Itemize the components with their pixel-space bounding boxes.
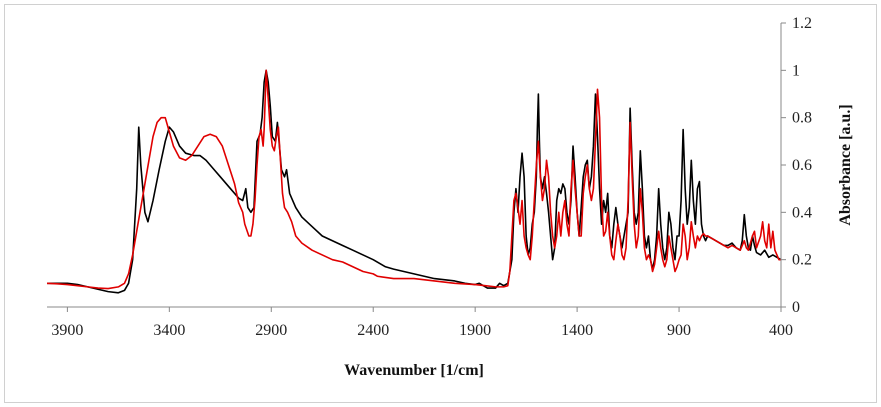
x-tick-label: 2400	[357, 322, 389, 339]
chart-svg: 3900 3400 2900 2400 1900 1400 900 400 0 0.2 0.4 0.6…	[46, 15, 854, 379]
x-tick-label: 2900	[255, 322, 287, 339]
x-tick-label: 400	[769, 322, 793, 339]
x-tick-label: 3900	[51, 322, 83, 339]
y-axis-title: Absorbance [a.u.]	[837, 104, 854, 225]
y-tick-label: 0	[792, 299, 800, 316]
y-tick-label: 0.2	[792, 252, 812, 269]
y-tick-label: 1	[792, 62, 800, 79]
x-tick-label: 1900	[459, 322, 491, 339]
x-tick-label: 1400	[561, 322, 593, 339]
y-tick-label: 0.4	[792, 204, 812, 221]
y-tick-label: 1.2	[792, 15, 812, 32]
y-tick-label: 0.8	[792, 110, 812, 127]
chart-frame: 3900 3400 2900 2400 1900 1400 900 400 0 0.2 0.4 0.6…	[4, 4, 877, 403]
x-tick-label: 3400	[153, 322, 185, 339]
x-axis-title: Wavenumber [1/cm]	[344, 362, 484, 379]
y-tick-label: 0.6	[792, 157, 812, 174]
series-layer	[46, 69, 782, 294]
series-line-2	[46, 69, 781, 290]
series-line-1	[47, 69, 782, 294]
axes-layer: 3900 3400 2900 2400 1900 1400 900 400 0 0.2 0.4 0.6…	[47, 15, 812, 339]
x-tick-label: 900	[667, 322, 691, 339]
